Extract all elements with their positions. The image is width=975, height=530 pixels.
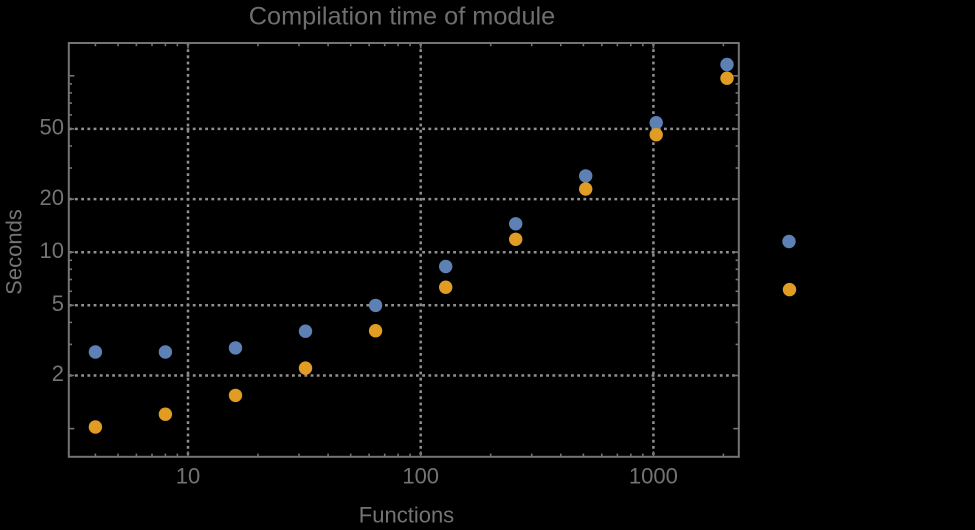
- svg-text:2: 2: [52, 361, 64, 386]
- svg-text:Functions: Functions: [359, 503, 454, 525]
- svg-text:20: 20: [40, 185, 64, 210]
- svg-text:50: 50: [40, 115, 64, 140]
- svg-text:Seconds: Seconds: [2, 209, 27, 295]
- svg-text:100: 100: [402, 464, 439, 489]
- svg-text:5: 5: [52, 291, 64, 316]
- svg-text:10: 10: [40, 238, 64, 263]
- svg-text:10: 10: [176, 464, 200, 489]
- svg-text:1000: 1000: [629, 464, 678, 489]
- svg-text:Compilation time of module: Compilation time of module: [249, 3, 556, 31]
